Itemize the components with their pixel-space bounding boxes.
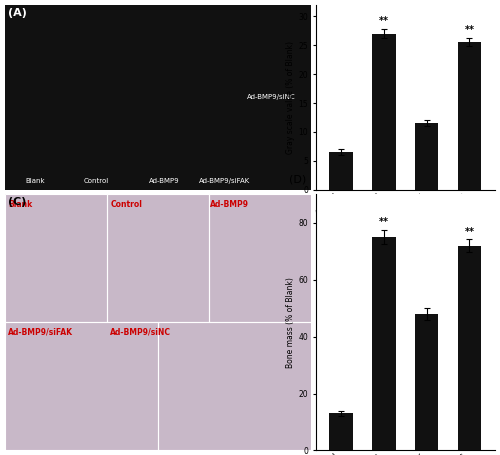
Text: Ad-BMP9/siNC: Ad-BMP9/siNC — [246, 94, 295, 100]
Bar — [158, 323, 310, 450]
Text: **: ** — [464, 227, 474, 237]
Bar — [208, 194, 310, 323]
Text: (D): (D) — [288, 174, 306, 184]
Y-axis label: Bone mass (% of Blank): Bone mass (% of Blank) — [286, 277, 296, 368]
Bar — [415, 123, 438, 190]
Text: Blank: Blank — [8, 200, 32, 208]
Text: **: ** — [379, 16, 389, 26]
Bar — [330, 152, 353, 190]
Text: **: ** — [464, 25, 474, 35]
Text: Ad-BMP9/siFAK: Ad-BMP9/siFAK — [8, 328, 73, 337]
Text: Blank: Blank — [26, 178, 46, 184]
Text: Control: Control — [110, 200, 142, 208]
Text: **: ** — [379, 217, 389, 227]
Text: (A): (A) — [8, 8, 27, 18]
Text: Control: Control — [84, 178, 110, 184]
Bar — [372, 34, 396, 190]
Text: (C): (C) — [8, 197, 26, 207]
Text: Ad-BMP9/siNC: Ad-BMP9/siNC — [110, 328, 172, 337]
Bar — [5, 194, 107, 323]
Bar — [372, 237, 396, 450]
Bar — [458, 42, 481, 190]
Bar — [458, 246, 481, 450]
Y-axis label: Gray scale value (% of Blank): Gray scale value (% of Blank) — [286, 41, 296, 154]
Text: Ad-BMP9: Ad-BMP9 — [148, 178, 179, 184]
Text: Ad-BMP9/siFAK: Ad-BMP9/siFAK — [200, 178, 250, 184]
Bar — [107, 194, 208, 323]
Text: Ad-BMP9: Ad-BMP9 — [210, 200, 248, 208]
Bar — [415, 314, 438, 450]
Bar — [5, 323, 158, 450]
Bar — [330, 414, 353, 450]
